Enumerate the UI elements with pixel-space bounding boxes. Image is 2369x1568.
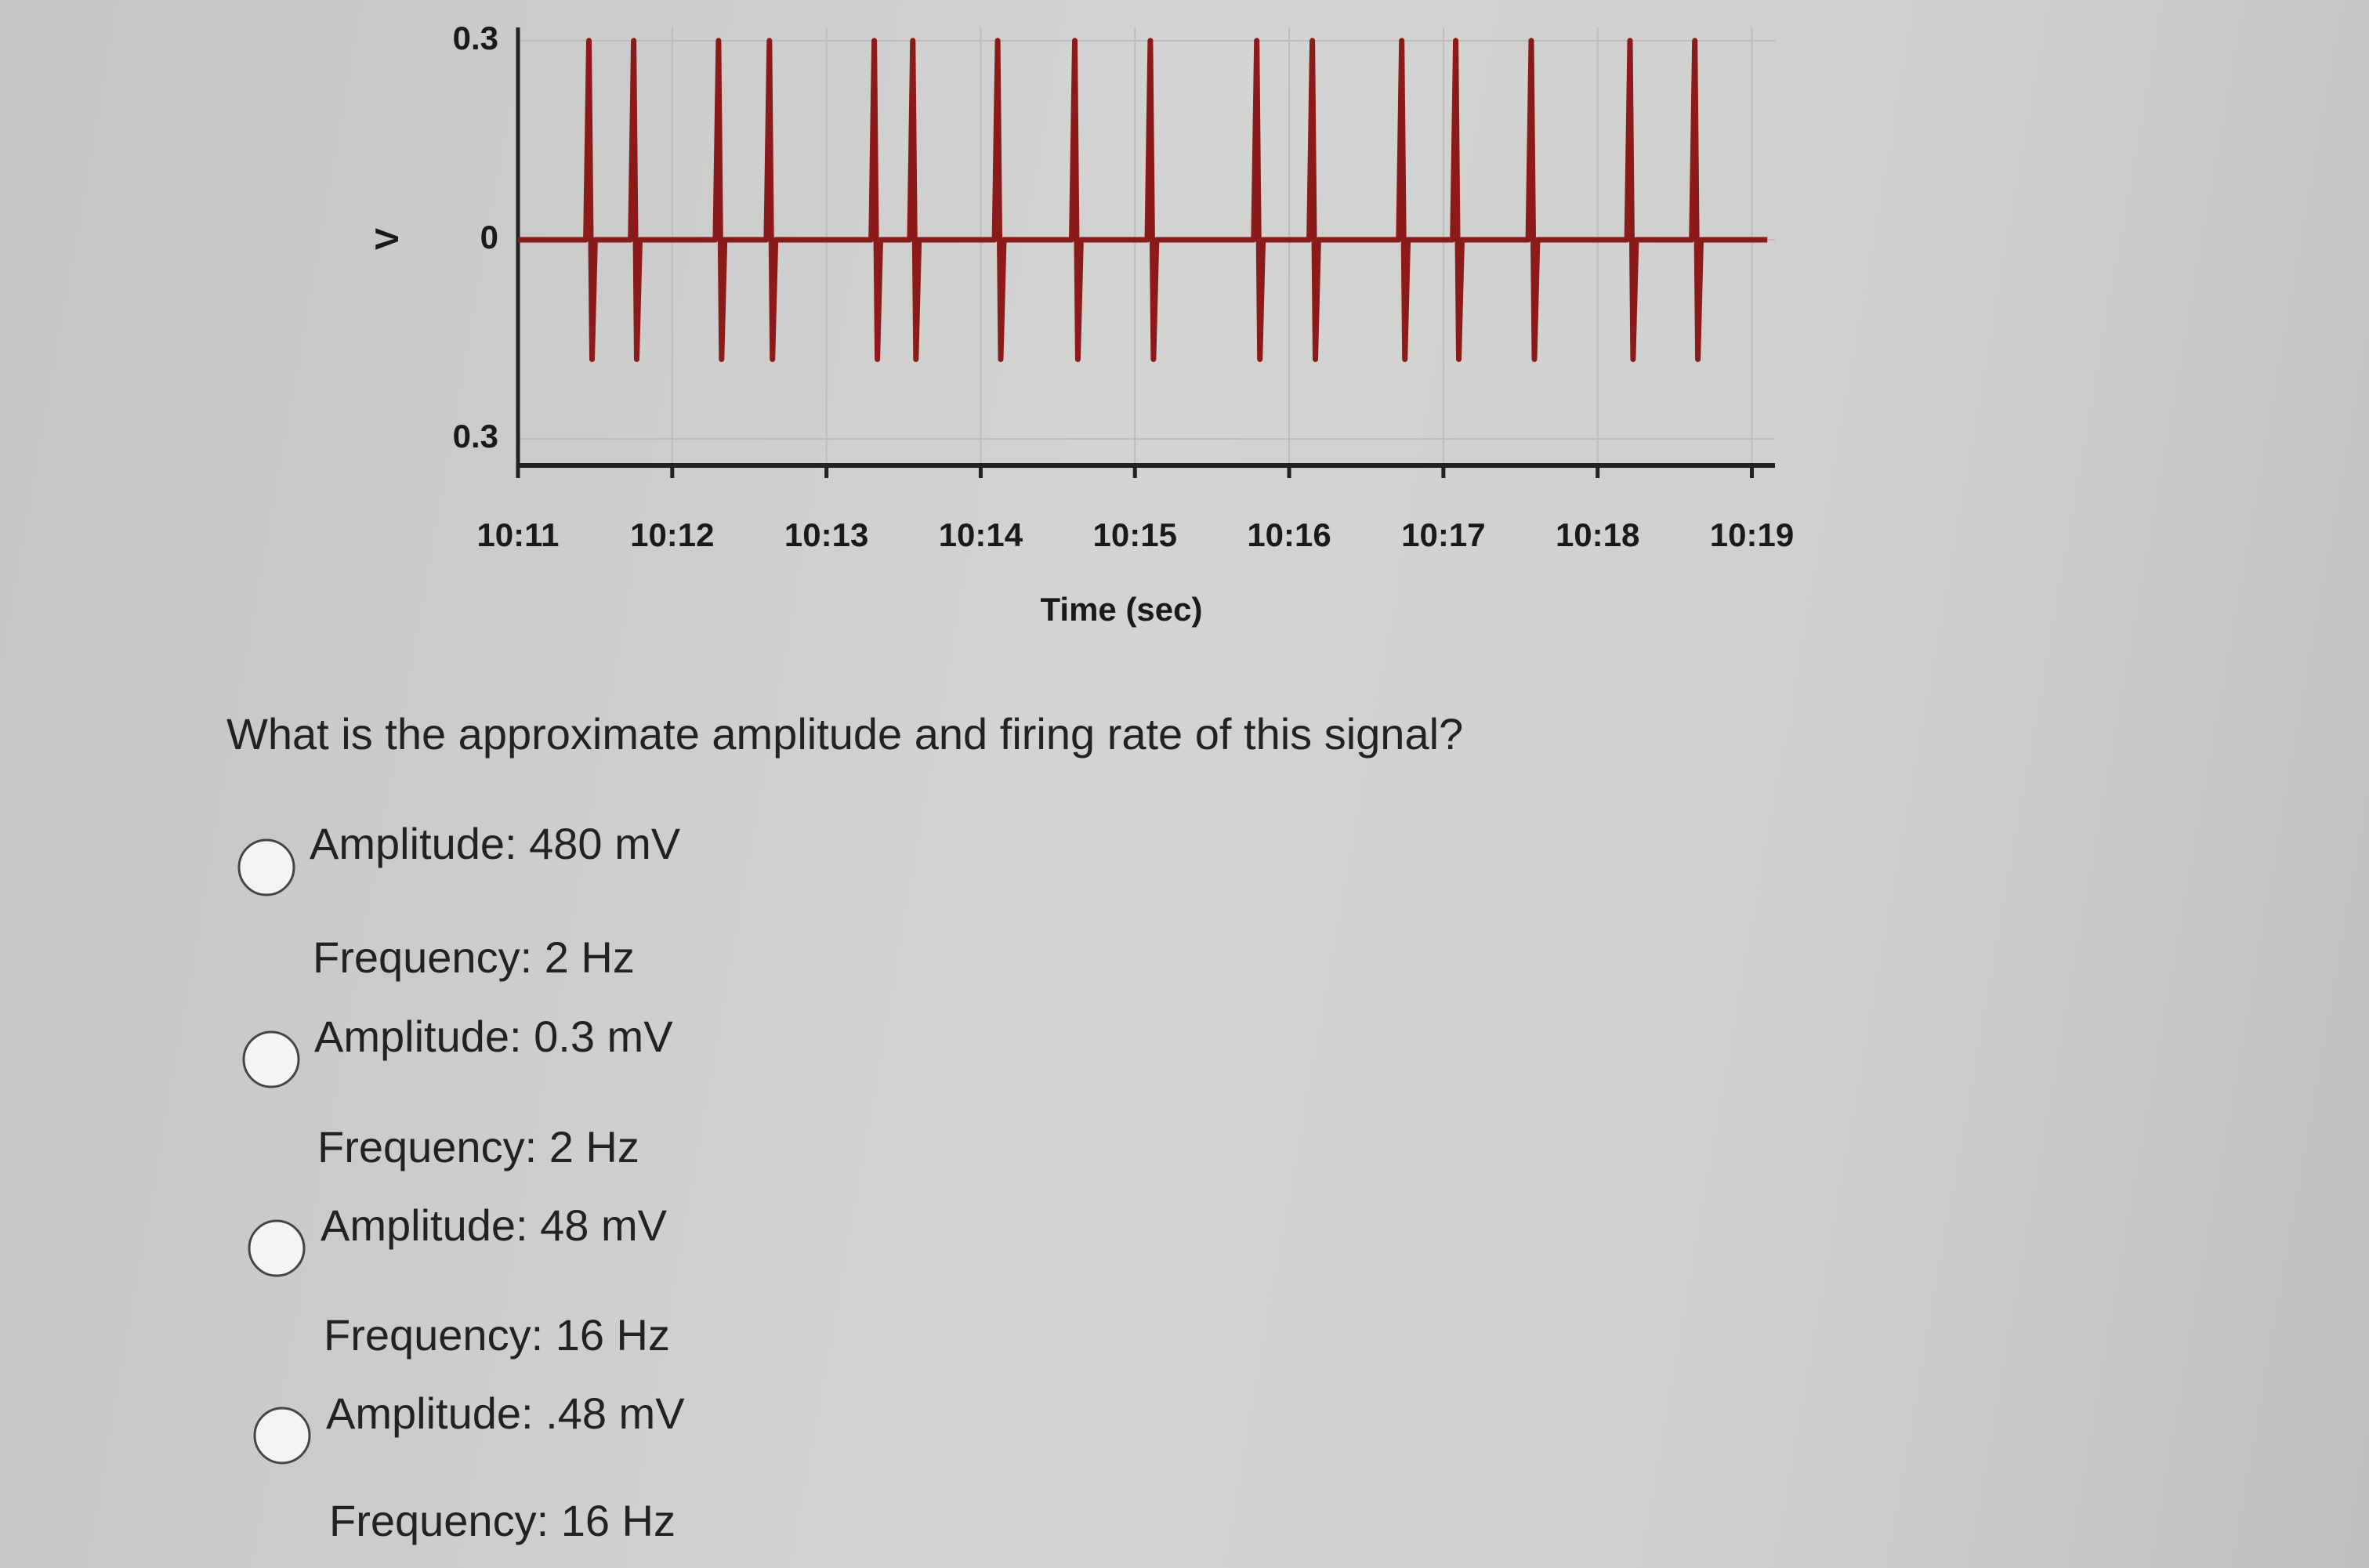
option-frequency: Frequency: 16 Hz	[324, 1310, 670, 1360]
option-amplitude: Amplitude: 0.3 mV	[314, 1012, 673, 1061]
y-tick-label: 0.3	[453, 20, 498, 56]
option-amplitude: Amplitude: .48 mV	[326, 1389, 685, 1438]
option-frequency: Frequency: 2 Hz	[313, 932, 635, 982]
option-amplitude: Amplitude: 480 mV	[310, 819, 681, 868]
y-tick-label: 0.3	[453, 418, 498, 454]
radio-button[interactable]	[253, 1407, 311, 1465]
y-tick-label: 0	[480, 219, 498, 255]
option-frequency: Frequency: 2 Hz	[317, 1122, 639, 1171]
x-tick-label: 10:13	[784, 516, 868, 553]
x-axis-label: Time (sec)	[1041, 591, 1203, 628]
radio-button[interactable]	[242, 1030, 300, 1088]
x-tick-label: 10:19	[1710, 516, 1794, 553]
x-tick-label: 10:14	[939, 516, 1023, 553]
x-tick-label: 10:16	[1247, 516, 1331, 553]
radio-button[interactable]	[237, 838, 295, 896]
x-tick-label: 10:11	[476, 516, 559, 553]
option-amplitude: Amplitude: 48 mV	[321, 1200, 668, 1250]
question: What is the approximate amplitude and fi…	[226, 709, 1463, 759]
x-tick-label: 10:18	[1556, 516, 1639, 553]
y-axis-label: V	[368, 228, 405, 250]
signal-trace	[518, 38, 1768, 362]
radio-button[interactable]	[248, 1219, 306, 1277]
option-frequency: Frequency: 16 Hz	[329, 1496, 676, 1545]
x-tick-label: 10:17	[1401, 516, 1485, 553]
x-tick-label: 10:12	[630, 516, 714, 553]
x-tick-label: 10:15	[1093, 516, 1177, 553]
